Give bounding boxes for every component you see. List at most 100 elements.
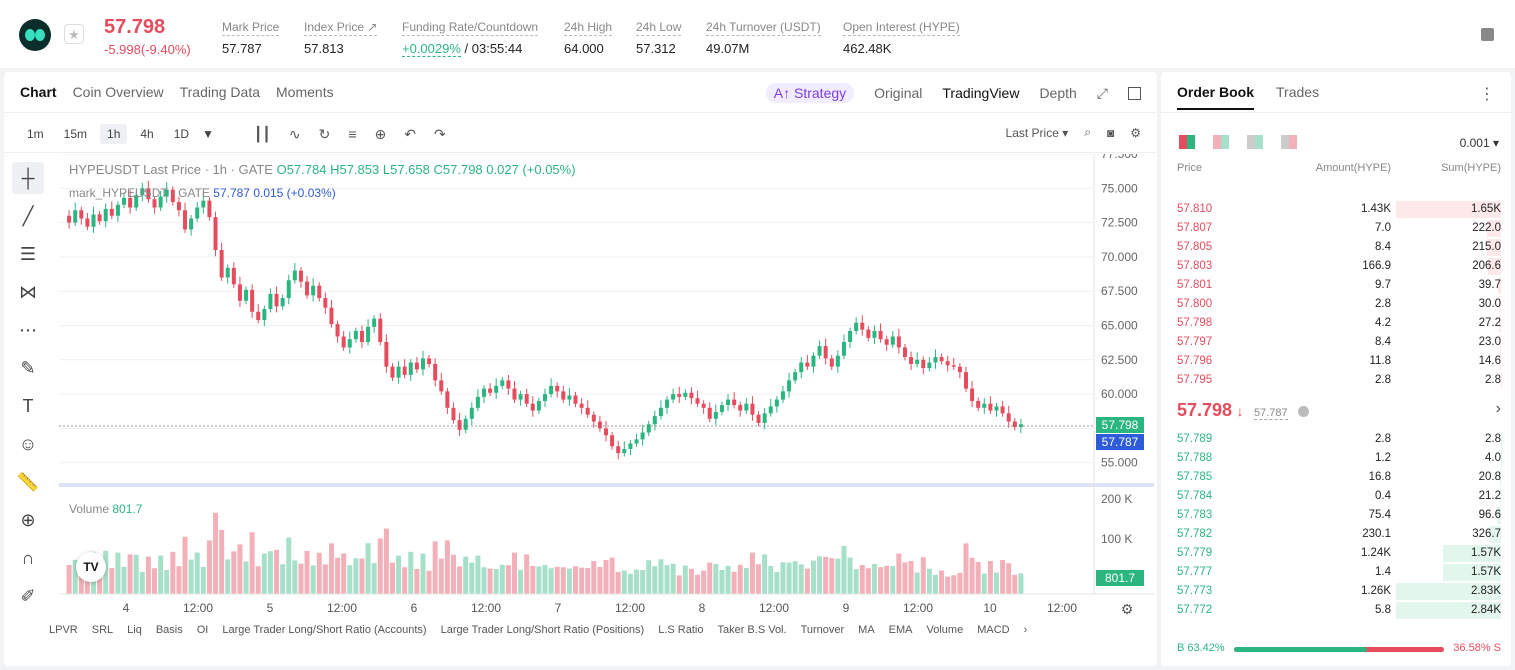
precision-select[interactable]: 0.001 ▾ [1459, 136, 1499, 150]
orderbook-row[interactable]: 57.803 166.9 206.6 [1161, 257, 1511, 276]
pane-separator[interactable] [59, 483, 1154, 487]
interval-4h[interactable]: 4h [140, 127, 154, 141]
replay-icon[interactable]: ↻ [318, 126, 331, 142]
volume-bar [280, 564, 286, 594]
tab-trades[interactable]: Trades [1276, 84, 1320, 100]
price-type-select[interactable]: Last Price ▾ [1005, 125, 1069, 140]
interval-dropdown-icon[interactable]: ▼ [202, 127, 214, 141]
indicator-item[interactable]: Turnover [800, 624, 845, 636]
orderbook-row[interactable]: 57.807 7.0 222.0 [1161, 219, 1511, 238]
orderbook-row[interactable]: 57.798 4.2 27.2 [1161, 314, 1511, 333]
orderbook-row[interactable]: 57.772 5.8 2.84K [1161, 601, 1511, 620]
tab-order-book[interactable]: Order Book [1177, 84, 1255, 110]
tab-trading-data[interactable]: Trading Data [179, 84, 261, 100]
mode-split-icon[interactable] [1213, 135, 1229, 149]
orderbook-row[interactable]: 57.797 8.4 23.0 [1161, 333, 1511, 352]
expand-icon[interactable]: ⤢ [1096, 84, 1108, 101]
indicator-item[interactable]: LPVR [49, 624, 78, 636]
indicator-item[interactable]: OI [196, 624, 209, 636]
trend-line-icon[interactable]: ╱ [22, 205, 34, 226]
orderbook-row[interactable]: 57.789 2.8 2.8 [1161, 430, 1511, 449]
zoom-icon[interactable]: ⊕ [20, 509, 36, 530]
indicators-icon[interactable]: ∿ [288, 126, 301, 142]
favorite-star-icon[interactable]: ★ [64, 24, 84, 44]
book-icon[interactable] [1481, 28, 1494, 41]
interval-1m[interactable]: 1m [27, 127, 44, 141]
search-icon[interactable]: ⌕ [1084, 125, 1091, 139]
tab-depth[interactable]: Depth [1039, 85, 1077, 101]
undo-icon[interactable]: ↶ [404, 126, 416, 142]
window-icon[interactable] [1128, 86, 1141, 100]
volume-bar [213, 512, 219, 594]
indicator-item[interactable]: Basis [155, 624, 183, 636]
stat-funding-rate[interactable]: Funding Rate/Countdown +0.0029% / 03:55:… [402, 18, 539, 57]
ruler-icon[interactable]: 📏 [16, 471, 40, 492]
chevron-right-icon[interactable]: › [1023, 624, 1028, 636]
brush-icon[interactable]: ✎ [20, 357, 36, 378]
orderbook-row[interactable]: 57.784 0.4 21.2 [1161, 487, 1511, 506]
interval-1d[interactable]: 1D [173, 127, 190, 141]
orderbook-row[interactable]: 57.782 230.1 326.7 [1161, 525, 1511, 544]
magnet-icon[interactable]: ∩ [21, 547, 35, 568]
candle-body [848, 330, 853, 342]
volume-bar [383, 528, 389, 594]
interval-1h[interactable]: 1h [100, 124, 128, 144]
indicator-item[interactable]: MACD [977, 624, 1010, 636]
mode-bids-icon[interactable] [1247, 135, 1263, 149]
settings-icon[interactable]: ⚙ [1121, 601, 1134, 617]
mode-both-icon[interactable] [1179, 135, 1195, 149]
volume-bar [804, 568, 810, 594]
stat-index-price[interactable]: Index Price ↗ 57.813 [304, 18, 378, 56]
chevron-right-icon[interactable]: › [1495, 400, 1501, 417]
tab-moments[interactable]: Moments [276, 84, 334, 100]
indicator-item[interactable]: Volume [926, 624, 964, 636]
orderbook-row[interactable]: 57.796 11.8 14.6 [1161, 352, 1511, 371]
pencil-icon[interactable]: ✐ [20, 585, 36, 606]
indicator-item[interactable]: Taker B.S Vol. [717, 624, 787, 636]
orderbook-row[interactable]: 57.783 75.4 96.6 [1161, 506, 1511, 525]
candle-body [634, 439, 639, 444]
indicator-item[interactable]: MA [858, 624, 875, 636]
orderbook-row[interactable]: 57.773 1.26K 2.83K [1161, 582, 1511, 601]
indicator-item[interactable]: Large Trader Long/Short Ratio (Positions… [440, 624, 645, 636]
orderbook-row[interactable]: 57.810 1.43K 1.65K [1161, 200, 1511, 219]
interval-15m[interactable]: 15m [63, 127, 88, 141]
indicator-item[interactable]: Large Trader Long/Short Ratio (Accounts) [222, 624, 427, 636]
redo-icon[interactable]: ↷ [433, 126, 446, 142]
tab-original[interactable]: Original [874, 85, 923, 101]
orderbook-row[interactable]: 57.777 1.4 1.57K [1161, 563, 1511, 582]
horizontal-lines-icon[interactable]: ☰ [19, 243, 37, 264]
candle-type-icon[interactable]: ┃┃ [254, 126, 271, 142]
orderbook-row[interactable]: 57.785 16.8 20.8 [1161, 468, 1511, 487]
price-chart[interactable]: 77.500 75.000 72.500 70.000 67.500 65.000 62.5… [59, 154, 1154, 619]
fib-icon[interactable]: ⋯ [19, 319, 37, 340]
indicator-item[interactable]: SRL [91, 624, 114, 636]
add-alert-icon[interactable]: ⊕ [374, 126, 387, 142]
orderbook-row[interactable]: 57.788 1.2 4.0 [1161, 449, 1511, 468]
strategy-button[interactable]: A↑ Strategy [765, 83, 855, 103]
info-icon[interactable] [1298, 406, 1310, 417]
text-icon[interactable]: T [22, 395, 34, 416]
templates-icon[interactable]: ≡ [348, 126, 357, 142]
more-icon[interactable]: ⋮ [1479, 86, 1495, 103]
tab-chart[interactable]: Chart [20, 84, 57, 100]
candle-body [390, 366, 395, 378]
orderbook-row[interactable]: 57.779 1.24K 1.57K [1161, 544, 1511, 563]
gear-icon[interactable]: ⚙ [1130, 125, 1141, 140]
indicator-item[interactable]: Liq [127, 624, 142, 636]
indicator-item[interactable]: L.S Ratio [658, 624, 704, 636]
tab-tradingview[interactable]: TradingView [942, 85, 1020, 101]
crosshair-icon[interactable]: ┼ [12, 162, 44, 194]
emoji-icon[interactable]: ☺ [18, 433, 38, 454]
orderbook-row[interactable]: 57.801 9.7 39.7 [1161, 276, 1511, 295]
pattern-icon[interactable]: ⋈ [19, 281, 37, 302]
orderbook-row[interactable]: 57.795 2.8 2.8 [1161, 371, 1511, 390]
indicator-item[interactable]: EMA [888, 624, 913, 636]
tab-coin-overview[interactable]: Coin Overview [72, 84, 164, 100]
camera-icon[interactable]: ◙ [1106, 125, 1115, 140]
orderbook-row[interactable]: 57.805 8.4 215.0 [1161, 238, 1511, 257]
mode-asks-icon[interactable] [1281, 135, 1297, 149]
candle-body [829, 358, 834, 367]
orderbook-row[interactable]: 57.800 2.8 30.0 [1161, 295, 1511, 314]
candle-body [811, 355, 816, 367]
